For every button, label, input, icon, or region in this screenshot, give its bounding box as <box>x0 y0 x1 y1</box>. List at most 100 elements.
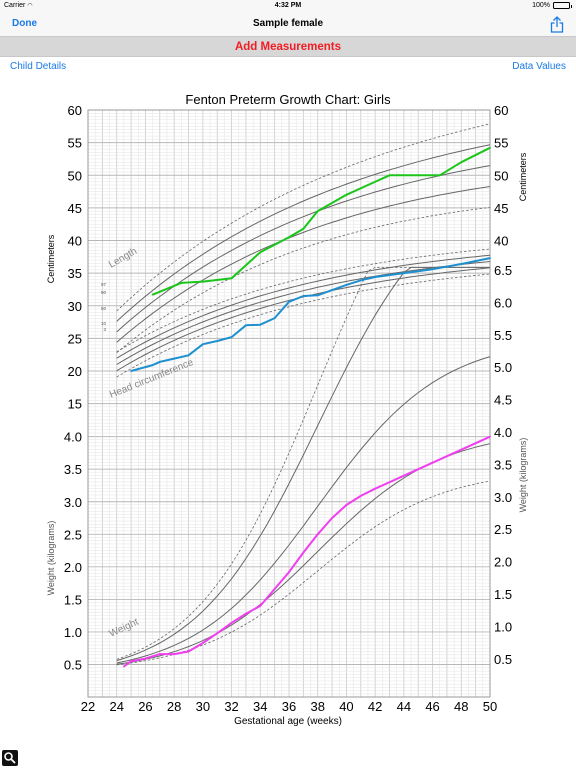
done-button[interactable]: Done <box>12 18 37 29</box>
data-point <box>345 283 348 286</box>
y-tick-label-kg-right: 3.0 <box>494 490 512 505</box>
y-tick-label-cm: 15 <box>68 397 82 412</box>
y-tick-label-kg: 1.0 <box>64 625 82 640</box>
length-percentile-curve <box>116 165 491 333</box>
x-tick-label: 50 <box>483 699 497 714</box>
y-axis-label-cm-right: Centimeters <box>518 152 528 201</box>
navigation-bar: Done Sample female <box>0 13 576 36</box>
y-tick-label-kg: 1.5 <box>64 592 82 607</box>
y-tick-label-kg: 0.5 <box>64 658 82 673</box>
page-title: Sample female <box>252 18 324 29</box>
x-tick-label: 44 <box>397 699 411 714</box>
data-point <box>187 354 190 357</box>
data-point <box>259 605 262 607</box>
data-point <box>302 551 305 554</box>
measurement-series <box>122 146 491 668</box>
chart-toolbar: Child Details Data Values <box>0 57 576 77</box>
data-point <box>230 336 233 338</box>
data-values-button[interactable]: Data Values <box>512 61 566 72</box>
data-point <box>367 184 369 186</box>
data-point <box>201 343 204 346</box>
data-point <box>216 632 219 635</box>
data-point <box>158 653 161 655</box>
add-measurements-button[interactable]: Add Measurements <box>0 36 576 57</box>
y-tick-label-cm-right: 50 <box>494 168 508 183</box>
data-point <box>417 174 420 177</box>
y-tick-label-cm: 20 <box>68 364 82 379</box>
data-point <box>187 650 190 653</box>
y-tick-label-cm: 60 <box>68 103 82 118</box>
y-tick-label-cm-right: 45 <box>494 201 508 216</box>
x-tick-label: 24 <box>109 699 123 714</box>
y-tick-label-cm-right: 40 <box>494 234 508 249</box>
data-point <box>130 370 132 372</box>
percentile-label: 3 <box>103 327 106 332</box>
y-tick-label-kg-right: 3.5 <box>494 457 512 472</box>
data-point <box>331 289 333 291</box>
data-point <box>137 368 140 370</box>
data-point <box>402 474 405 477</box>
y-tick-label-kg-right: 1.5 <box>494 587 512 602</box>
y-tick-label-kg: 4.0 <box>64 430 82 445</box>
plot-frame <box>87 109 491 698</box>
length-curve-label: Length <box>107 246 139 271</box>
data-point <box>489 435 491 438</box>
percentile-label: 90 <box>101 290 107 295</box>
data-point <box>302 295 305 297</box>
data-point <box>173 357 176 360</box>
data-point <box>460 161 463 164</box>
share-icon[interactable] <box>549 16 565 33</box>
child-details-button[interactable]: Child Details <box>10 61 67 72</box>
battery-percent: 100% <box>532 2 550 9</box>
x-tick-label: 34 <box>253 699 267 714</box>
y-tick-label-kg-right: 4.0 <box>494 425 512 440</box>
magnifier-icon[interactable] <box>2 750 18 766</box>
data-point <box>201 642 204 644</box>
status-time: 4:32 PM <box>274 2 302 9</box>
chart-grid <box>87 109 491 698</box>
y-tick-label-cm: 35 <box>68 266 82 281</box>
data-point <box>431 461 434 464</box>
x-axis-label: Gestational age (weeks) <box>234 716 342 727</box>
y-tick-label-kg-right: 2.0 <box>494 555 512 570</box>
y-tick-label-kg-right: 6.0 <box>494 295 512 310</box>
length-percentile-curve <box>116 207 491 354</box>
y-tick-label-kg: 3.0 <box>64 495 82 510</box>
x-tick-label: 40 <box>339 699 353 714</box>
data-point <box>316 294 319 297</box>
data-point <box>288 300 290 303</box>
y-tick-label-kg: 2.5 <box>64 527 82 542</box>
data-point <box>460 263 463 265</box>
carrier-label: Carrier ◠ <box>4 2 33 9</box>
y-tick-label-cm: 50 <box>68 168 82 183</box>
x-tick-label: 26 <box>138 699 152 714</box>
data-point <box>122 665 125 668</box>
y-tick-label-cm: 25 <box>68 331 82 346</box>
head-percentile-curve <box>116 261 491 365</box>
y-tick-label-kg-right: 2.5 <box>494 522 512 537</box>
data-point <box>158 360 161 363</box>
data-point <box>388 174 391 177</box>
y-axis-label-kg-left: Weight (kilograms) <box>46 521 56 596</box>
y-tick-label-kg-right: 4.5 <box>494 393 512 408</box>
chart-title: Fenton Preterm Growth Chart: Girls <box>185 92 391 107</box>
data-point <box>438 174 441 177</box>
data-point <box>130 660 132 663</box>
percentile-label: 97 <box>101 282 107 287</box>
y-axis-label-kg-right: Weight (kilograms) <box>518 438 528 513</box>
x-tick-label: 30 <box>196 699 210 714</box>
data-point <box>288 236 290 239</box>
y-axis-label-cm-left: Centimeters <box>46 234 56 283</box>
percentile-label: 10 <box>101 321 107 326</box>
y-tick-label-kg-right: 5.0 <box>494 360 512 375</box>
y-tick-label-kg-right: 0.5 <box>494 652 512 667</box>
x-tick-label: 38 <box>310 699 324 714</box>
length-percentile-curve <box>116 144 491 322</box>
percentile-label: 50 <box>101 306 107 311</box>
data-point <box>288 571 290 573</box>
y-tick-label-cm: 30 <box>68 299 82 314</box>
data-point <box>431 268 434 271</box>
x-tick-label: 22 <box>81 699 95 714</box>
length-percentile-curve <box>116 186 491 343</box>
status-bar: Carrier ◠ 4:32 PM 100% <box>0 0 576 13</box>
